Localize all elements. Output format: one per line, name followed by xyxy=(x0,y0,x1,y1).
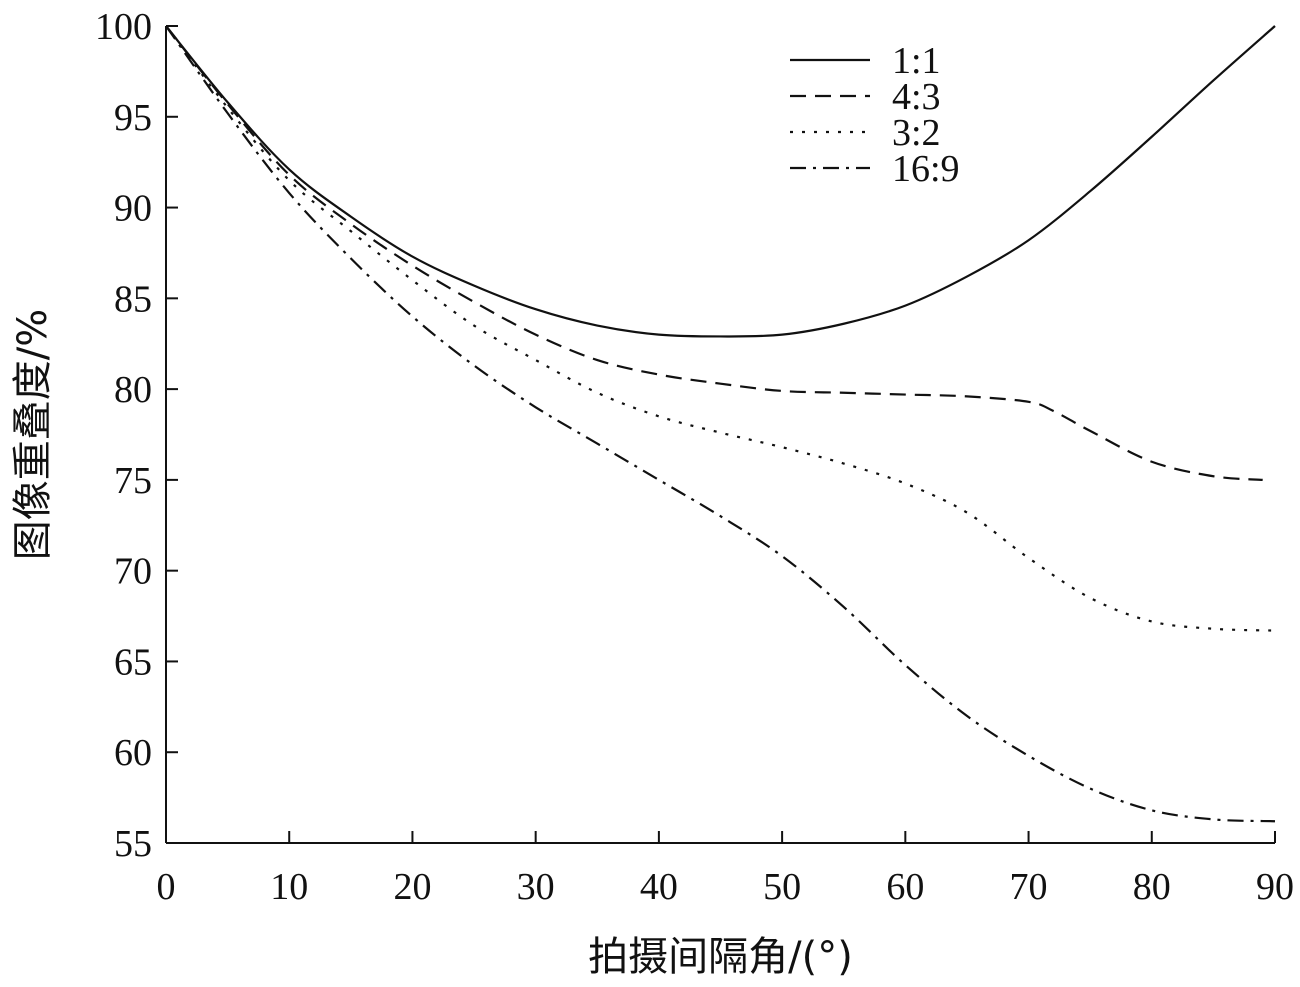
series-line-1-1 xyxy=(165,25,1276,338)
legend-label: 3:2 xyxy=(892,112,941,154)
y-ticks: 55 60 65 70 75 80 85 90 95 100 xyxy=(95,6,178,865)
legend-label: 4:3 xyxy=(892,76,941,118)
y-tick-label: 70 xyxy=(114,551,152,593)
y-tick-label: 85 xyxy=(114,278,152,320)
x-tick-label: 90 xyxy=(1256,866,1294,908)
x-tick-label: 20 xyxy=(393,866,431,908)
x-tick-label: 10 xyxy=(270,866,308,908)
legend: 1:14:33:216:9 xyxy=(790,40,960,190)
x-tick-label: 60 xyxy=(886,866,924,908)
y-tick-label: 100 xyxy=(95,6,152,48)
axes xyxy=(165,26,1275,844)
series-line-16-9 xyxy=(165,25,1276,823)
x-tick-label: 30 xyxy=(517,866,555,908)
x-tick-label: 80 xyxy=(1133,866,1171,908)
x-tick-label: 40 xyxy=(640,866,678,908)
y-tick-label: 75 xyxy=(114,460,152,502)
x-axis-title: 拍摄间隔角/(°) xyxy=(588,934,853,980)
y-tick-label: 90 xyxy=(114,188,152,230)
x-tick-label: 50 xyxy=(763,866,801,908)
y-tick-label: 80 xyxy=(114,369,152,411)
series-line-4-3 xyxy=(165,25,1263,481)
legend-label: 1:1 xyxy=(892,40,941,82)
y-tick-label: 55 xyxy=(114,823,152,865)
x-tick-label: 70 xyxy=(1010,866,1048,908)
legend-label: 16:9 xyxy=(892,148,960,190)
y-tick-label: 65 xyxy=(114,641,152,683)
y-tick-label: 60 xyxy=(114,732,152,774)
series-layer xyxy=(165,25,1276,823)
series-line-3-2 xyxy=(165,25,1276,632)
x-tick-label: 0 xyxy=(157,866,176,908)
y-tick-label: 95 xyxy=(114,97,152,139)
y-axis-title: 图像重叠度/% xyxy=(10,309,56,560)
x-ticks: 0 10 20 30 40 50 60 70 80 90 xyxy=(157,831,1294,908)
